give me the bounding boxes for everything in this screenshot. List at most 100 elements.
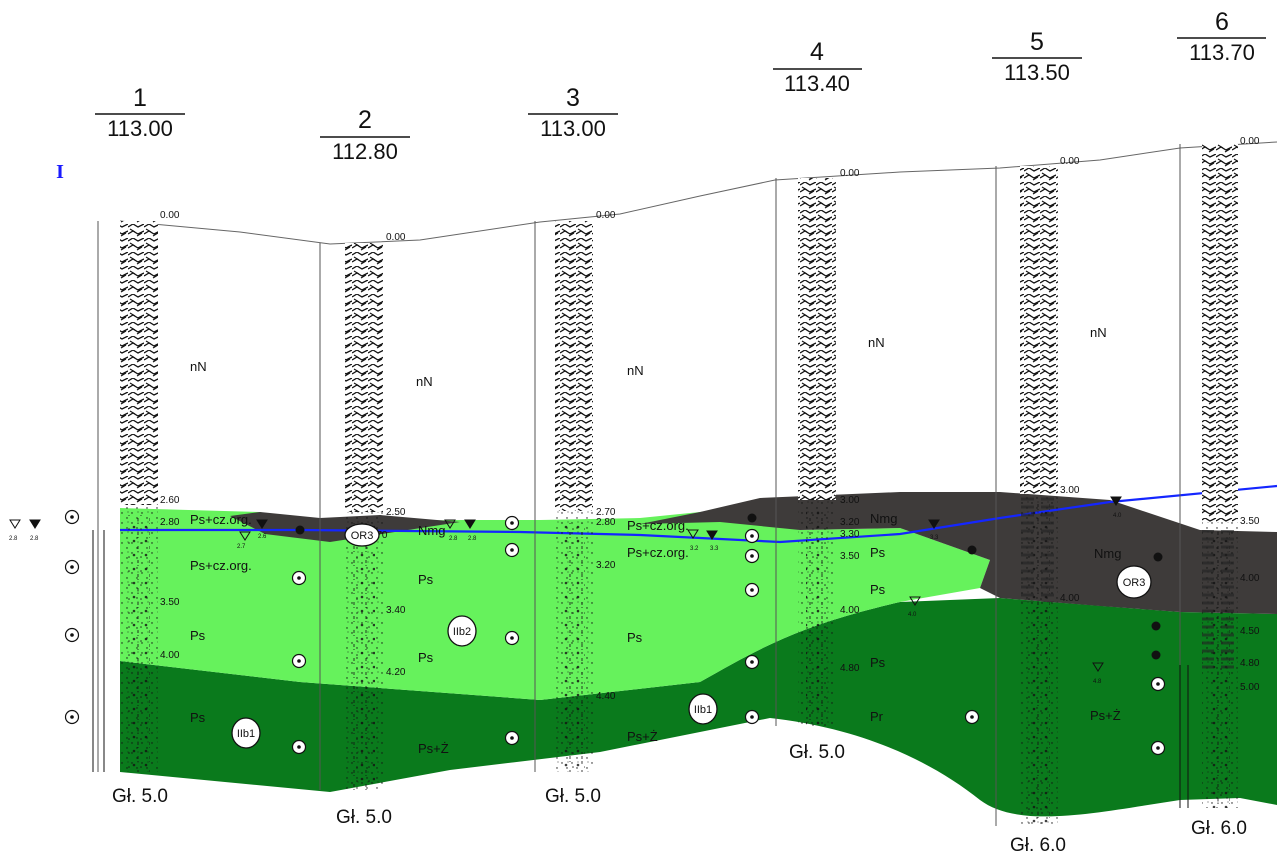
soil-label: Ps+cz.org. (627, 518, 689, 533)
sample-dot (1151, 650, 1161, 660)
sample-symbol (291, 653, 307, 669)
water-level-icon (1092, 662, 1104, 672)
depth-value: 2.70 (596, 507, 616, 518)
water-level-icon (444, 519, 456, 529)
borehole-headers: 1 113.00 2 112.80 3 113.00 4 113.40 5 11… (56, 8, 1266, 856)
borehole-number-6: 6 (1215, 8, 1229, 36)
depth-value: 0.00 (1240, 136, 1260, 147)
sample-symbol (504, 630, 520, 646)
svg-text:IIb2: IIb2 (453, 626, 471, 638)
borehole-number-4: 4 (810, 38, 824, 66)
water-level-icon (239, 531, 251, 541)
sample-dot (1151, 621, 1161, 631)
depth-value: 4.40 (596, 691, 616, 702)
depth-value: 2.50 (386, 507, 406, 518)
depth-values: 0.00 0.00 0.00 0.00 0.00 0.00 2.60 2.80 … (160, 136, 1260, 702)
geo-label-iib1: IIb1 (231, 717, 261, 749)
water-level-value: 4.8 (1093, 679, 1102, 685)
borehole-number-3: 3 (566, 84, 580, 112)
sample-dot (967, 545, 977, 555)
sample-symbol (291, 739, 307, 755)
soil-label: Nmg (870, 511, 897, 526)
depth-value: 3.00 (1060, 485, 1080, 496)
borehole-number-1: 1 (133, 84, 147, 112)
roman-numeral-label: I (56, 161, 64, 183)
water-level-icon (928, 519, 940, 529)
sample-dot (1153, 552, 1163, 562)
soil-label: Nmg (1094, 546, 1121, 561)
mud-pattern (1020, 494, 1058, 602)
soil-label: Ps (418, 650, 434, 665)
mud-pattern (1202, 530, 1238, 670)
depth-value: 5.00 (1240, 682, 1260, 693)
depth-label-3: Gł. 5.0 (545, 786, 601, 807)
depth-value: 3.50 (1240, 516, 1260, 527)
depth-value: 4.00 (1240, 573, 1260, 584)
boring-columns (92, 144, 1238, 826)
borehole-number-5: 5 (1030, 28, 1044, 56)
depth-value: 4.80 (840, 663, 860, 674)
depth-value: 2.60 (160, 495, 180, 506)
water-level-icon (29, 519, 41, 529)
sample-symbol (744, 528, 760, 544)
borehole-elevation-6: 113.70 (1189, 40, 1255, 65)
sample-symbol (64, 509, 80, 525)
gravel-pattern-column (353, 522, 375, 790)
borehole-elevation-1: 113.00 (107, 116, 173, 141)
depth-value: 3.30 (840, 529, 860, 540)
borehole-number-2: 2 (358, 106, 372, 134)
water-level-icon (687, 529, 699, 539)
depth-value: 4.00 (840, 605, 860, 616)
water-level-icon (256, 519, 268, 529)
borehole-elevation-4: 113.40 (784, 71, 850, 96)
depth-value: 0.00 (596, 210, 616, 221)
gravel-pattern-column (806, 510, 828, 726)
water-level-markers: 2.8 2.8 2.7 2.6 2.8 2.8 3.2 3.3 3.3 4.0 … (9, 496, 1122, 685)
sample-dot (295, 525, 305, 535)
sample-symbol (291, 570, 307, 586)
ground-surface-line (119, 141, 1277, 245)
sample-symbol (964, 709, 980, 725)
depth-label-6: Gł. 6.0 (1191, 818, 1247, 839)
soil-label: Ps (627, 630, 643, 645)
soil-label: nN (416, 374, 433, 389)
soil-label: Ps (870, 655, 886, 670)
soil-label: nN (627, 363, 644, 378)
sample-symbol (504, 730, 520, 746)
svg-text:IIb1: IIb1 (694, 704, 712, 716)
soil-label: nN (1090, 325, 1107, 340)
depth-label-5: Gł. 6.0 (1010, 835, 1066, 856)
layer-dark-grey-organic (230, 492, 1277, 614)
water-level-value: 3.2 (690, 546, 699, 552)
geo-label-iib1: IIb1 (688, 693, 718, 725)
soil-label: nN (190, 359, 207, 374)
svg-text:OR3: OR3 (351, 530, 374, 542)
water-level-value: 2.6 (258, 534, 267, 540)
soil-label: Ps+Ż (627, 729, 658, 744)
sample-symbol (64, 709, 80, 725)
depth-label-2: Gł. 5.0 (336, 807, 392, 828)
borehole-elevation-3: 113.00 (540, 116, 606, 141)
fill-pattern-column (1020, 166, 1058, 494)
water-level-value: 4.0 (1113, 513, 1122, 519)
soil-label: Ps+Ż (1090, 708, 1121, 723)
geo-label-or3: OR3 (344, 523, 380, 547)
sample-symbol (1150, 676, 1166, 692)
depth-value: 0.00 (1060, 156, 1080, 167)
soil-label: Ps+cz.org. (627, 545, 689, 560)
layers (120, 492, 1277, 817)
sample-symbol (64, 559, 80, 575)
depth-value: 4.00 (1060, 593, 1080, 604)
depth-value: 0.00 (840, 168, 860, 179)
svg-text:IIb1: IIb1 (237, 728, 255, 740)
depth-value: 3.00 (840, 495, 860, 506)
water-level-icon (1110, 496, 1122, 506)
sample-symbol (744, 582, 760, 598)
water-level-value: 2.8 (468, 536, 477, 542)
soil-label: Ps (870, 582, 886, 597)
water-level-value: 2.8 (9, 536, 18, 542)
soil-label: Ps+cz.org. (190, 558, 252, 573)
sample-symbol (64, 627, 80, 643)
depth-value: 4.20 (386, 667, 406, 678)
